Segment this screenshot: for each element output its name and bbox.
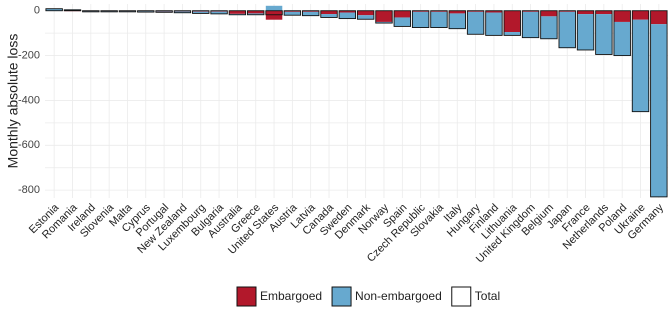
y-tick-label: -800 [18, 184, 40, 196]
bar-segment [412, 10, 429, 12]
bar-segment [485, 12, 503, 36]
total-bar [521, 10, 540, 39]
y-tick-label: 0 [34, 5, 40, 17]
bar-segment [174, 11, 191, 13]
legend-label: Embargoed [260, 289, 322, 303]
bar-segment [210, 11, 228, 14]
bar-segment [375, 21, 393, 24]
bar-segment [430, 10, 448, 12]
bar-segment [45, 8, 63, 11]
legend-label: Total [475, 289, 500, 303]
bar-segment [522, 11, 539, 38]
bar-segment [449, 10, 466, 14]
bar-segment [467, 10, 484, 12]
bar-segment [577, 10, 594, 15]
bar-segment [247, 13, 264, 15]
total-bar [45, 8, 63, 12]
legend-swatch [451, 286, 472, 307]
total-bar [210, 10, 228, 15]
y-tick-label: -200 [18, 49, 40, 61]
total-bar [283, 10, 302, 16]
bar-segment [504, 32, 521, 36]
total-bar [503, 10, 521, 36]
bar-segment [558, 10, 576, 12]
bar-segment [522, 10, 539, 12]
bar-segment [595, 10, 613, 15]
bar-segment [558, 11, 576, 48]
y-tick-label: -600 [18, 139, 40, 151]
total-bar [338, 10, 357, 20]
y-tick-label: -400 [18, 94, 40, 106]
total-bar [576, 10, 595, 51]
y-axis-title: Monthly absolute loss [5, 34, 21, 169]
bar-segment [632, 19, 649, 112]
bar-segment [577, 14, 594, 50]
bar-segment [485, 10, 503, 13]
total-bar [375, 10, 393, 24]
total-bar [247, 10, 265, 16]
bar-segment [467, 11, 484, 35]
total-bar [650, 10, 668, 198]
total-bar [558, 10, 576, 49]
bar-segment [412, 11, 429, 28]
bar-segment [320, 14, 338, 18]
total-bar [82, 10, 100, 13]
total-bar [595, 10, 613, 55]
bar-segment [449, 13, 466, 29]
bar-segment [302, 11, 319, 16]
bar-segment [192, 11, 209, 14]
legend-swatch [236, 286, 257, 307]
total-bar [613, 10, 631, 57]
total-bar [301, 10, 320, 17]
total-bar [393, 10, 412, 27]
total-bar [137, 10, 155, 13]
total-bar [320, 10, 338, 18]
bar-segment [265, 5, 283, 11]
bar-segment [613, 10, 631, 22]
legend-label: Non-embargoed [355, 289, 442, 303]
total-bar [411, 10, 430, 28]
bar-segment [613, 21, 631, 56]
bar-segment [650, 24, 668, 197]
bar-segment [284, 11, 301, 16]
bar-segment [375, 10, 393, 22]
bar-segment [632, 10, 649, 20]
total-bar [448, 10, 466, 30]
bar-segment [284, 10, 301, 12]
bar-segment [540, 10, 558, 17]
bar-segment [430, 11, 448, 28]
total-bar [265, 10, 283, 16]
bar-segment [357, 10, 374, 16]
bar-segment [357, 15, 374, 20]
total-bar [100, 10, 118, 13]
total-bar [173, 10, 192, 14]
total-bar [63, 9, 82, 12]
total-bar [540, 10, 558, 40]
legend-swatch [331, 286, 352, 307]
total-bar [631, 10, 650, 113]
bar-segment [394, 10, 411, 18]
total-bar [118, 10, 137, 13]
bar-segment [504, 10, 521, 33]
total-bar [228, 10, 247, 16]
total-bar [466, 10, 485, 35]
bar-segment [247, 10, 264, 14]
bar-segment [394, 17, 411, 27]
bar-segment [320, 10, 338, 15]
bar-segment [595, 14, 613, 55]
total-bar [192, 10, 210, 14]
bar-segment [339, 10, 356, 13]
bar-segment [650, 10, 668, 25]
bar-segment [229, 10, 246, 14]
bar-segment [339, 12, 356, 19]
total-bar [155, 10, 173, 13]
total-bar [356, 10, 375, 20]
total-bar [485, 10, 503, 36]
bar-segment [540, 16, 558, 39]
total-bar [430, 10, 448, 28]
bar-segment [302, 10, 319, 12]
